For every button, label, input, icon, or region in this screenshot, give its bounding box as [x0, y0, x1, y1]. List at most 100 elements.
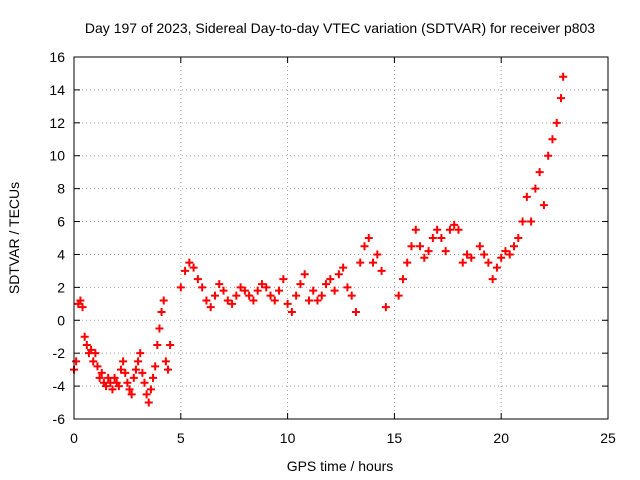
data-point — [279, 275, 288, 284]
data-point — [185, 258, 194, 267]
data-point — [138, 368, 147, 377]
data-point — [497, 253, 506, 262]
data-point — [253, 286, 262, 295]
data-point — [110, 373, 119, 382]
data-point — [381, 303, 390, 312]
data-point — [181, 266, 190, 275]
x-axis-title: GPS time / hours — [287, 458, 394, 474]
data-point — [403, 258, 412, 267]
data-point — [548, 135, 557, 144]
data-point — [155, 324, 164, 333]
data-point — [153, 340, 162, 349]
data-point — [76, 296, 85, 305]
data-point — [351, 308, 360, 317]
data-point — [125, 385, 134, 394]
data-point — [89, 357, 98, 366]
x-tick-label: 25 — [600, 430, 616, 446]
data-point — [518, 217, 527, 226]
data-point — [102, 382, 111, 391]
data-point — [467, 253, 476, 262]
chart-title: Day 197 of 2023, Sidereal Day-to-day VTE… — [85, 20, 595, 36]
data-point — [510, 242, 519, 251]
data-point — [501, 247, 510, 256]
data-point — [161, 357, 170, 366]
data-point — [129, 373, 138, 382]
data-point — [123, 378, 132, 387]
data-point — [189, 263, 198, 272]
data-point — [347, 291, 356, 300]
data-point — [219, 286, 228, 295]
data-point — [166, 340, 175, 349]
data-point — [142, 390, 151, 399]
x-tick-label: 0 — [70, 430, 78, 446]
data-point — [407, 242, 416, 251]
y-tick-label: -6 — [53, 411, 66, 427]
data-point — [116, 365, 125, 374]
y-tick-label: 8 — [57, 181, 65, 197]
y-tick-label: 10 — [49, 148, 65, 164]
data-point — [82, 340, 91, 349]
data-point — [304, 296, 313, 305]
data-point — [322, 280, 331, 289]
data-point — [300, 270, 309, 279]
data-point — [151, 362, 160, 371]
y-tick-label: -4 — [53, 378, 66, 394]
data-point — [202, 296, 211, 305]
x-tick-label: 5 — [177, 430, 185, 446]
y-axis-title: SDTVAR / TECUs — [6, 182, 22, 294]
data-point — [72, 357, 81, 366]
data-point — [313, 296, 322, 305]
data-point — [95, 373, 104, 382]
y-tick-label: 4 — [57, 246, 65, 262]
data-point — [458, 258, 467, 267]
data-point — [531, 184, 540, 193]
y-tick-label: 12 — [49, 115, 65, 131]
data-point — [484, 258, 493, 267]
data-point — [114, 382, 123, 391]
data-point — [257, 280, 266, 289]
data-point — [326, 275, 335, 284]
data-point — [97, 368, 106, 377]
data-point — [283, 299, 292, 308]
data-point — [236, 283, 245, 292]
data-point — [228, 299, 237, 308]
data-point — [445, 225, 454, 234]
data-points — [70, 72, 568, 407]
data-point — [245, 291, 254, 300]
data-point — [420, 253, 429, 262]
data-point — [127, 390, 136, 399]
data-point — [416, 242, 425, 251]
data-point — [441, 247, 450, 256]
data-point — [364, 234, 373, 242]
data-point — [437, 234, 446, 242]
data-point — [240, 286, 249, 295]
data-point — [292, 291, 301, 300]
y-tick-label: 6 — [57, 214, 65, 230]
y-tick-label: 0 — [57, 312, 65, 328]
data-point — [176, 283, 185, 292]
data-point — [514, 234, 523, 242]
data-point — [93, 362, 102, 371]
data-point — [266, 291, 275, 300]
data-point — [552, 118, 561, 127]
data-point — [275, 286, 284, 295]
data-point — [146, 385, 155, 394]
data-point — [198, 283, 207, 292]
data-point — [309, 286, 318, 295]
data-point — [287, 308, 296, 317]
data-point — [119, 357, 128, 366]
data-point — [157, 308, 166, 317]
y-tick-label: 16 — [49, 49, 65, 65]
data-point — [270, 296, 279, 305]
y-tick-label: 2 — [57, 279, 65, 295]
data-point — [149, 373, 158, 382]
data-point — [134, 357, 143, 366]
data-point — [108, 385, 117, 394]
data-point — [249, 296, 258, 305]
y-tick-label: 14 — [49, 82, 65, 98]
x-tick-label: 15 — [387, 430, 403, 446]
data-point — [373, 250, 382, 259]
